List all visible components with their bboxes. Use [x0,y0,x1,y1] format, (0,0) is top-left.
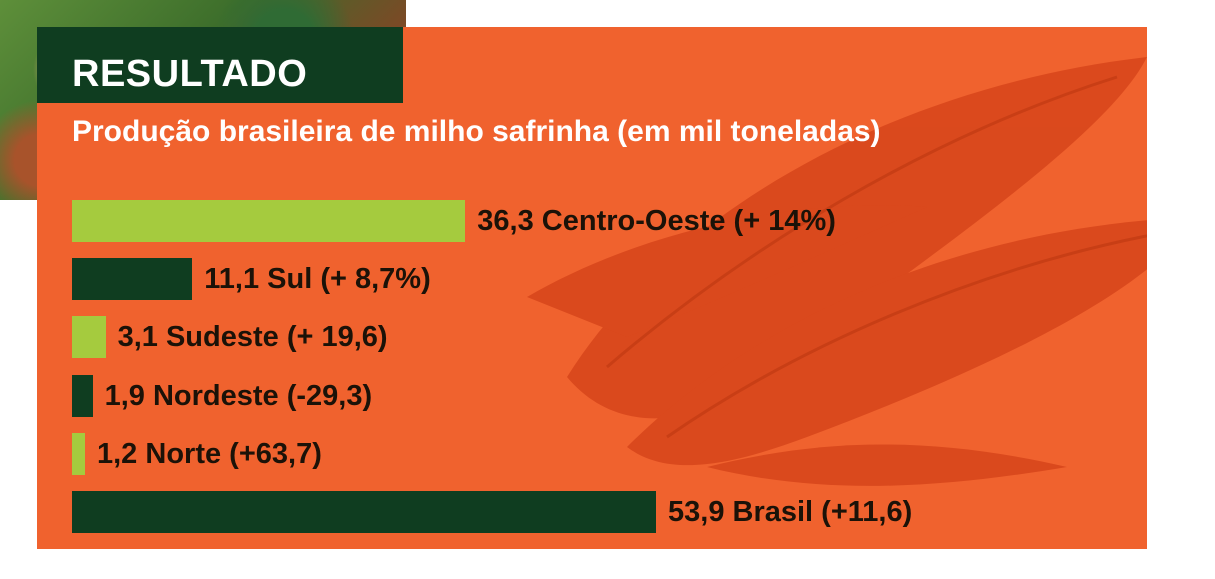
bar-sul [72,258,193,301]
chart-subtitle: Produção brasileira de milho safrinha (e… [72,115,881,148]
bar-brasil [72,491,656,533]
bar-sudeste [72,316,106,359]
bar-label: 1,2 Norte (+63,7) [97,437,322,470]
bar-label: 11,1 Sul (+ 8,7%) [204,263,431,296]
bar-centro-oeste [72,200,466,242]
title-band [37,27,403,103]
bar-norte [72,432,85,475]
chart-panel [37,27,1147,549]
bar-nordeste [72,374,93,417]
bar-label: 36,3 Centro-Oeste (+ 14%) [477,205,836,237]
chart-title: RESULTADO [72,53,308,95]
bar-label: 53,9 Brasil (+11,6) [668,496,913,528]
bar-label: 3,1 Sudeste (+ 19,6) [117,321,388,354]
corn-illustration [527,57,1147,486]
bar-label: 1,9 Nordeste (-29,3) [104,379,373,412]
